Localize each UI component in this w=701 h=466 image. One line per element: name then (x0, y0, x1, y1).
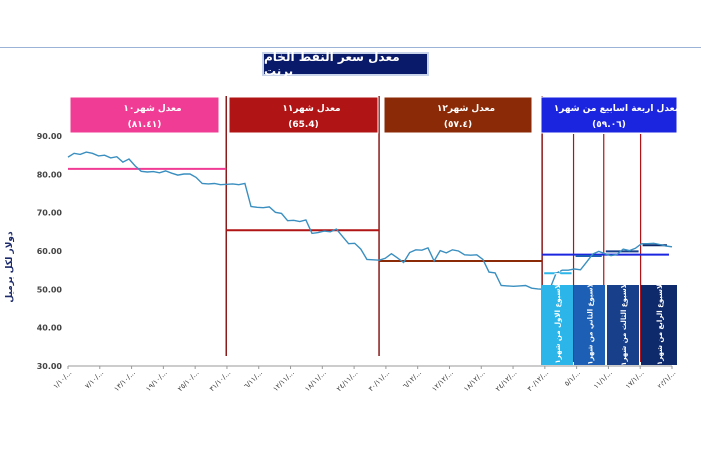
x-tick-label: ٣٠/١٢/... (526, 369, 550, 393)
x-tick-label: ٥/١/... (563, 369, 582, 388)
price-line (67, 151, 673, 291)
x-tick-label: ١٩/١٠/... (144, 369, 168, 393)
weekly-label-box (607, 285, 639, 365)
x-tick-label: ٢٤/١٢/... (494, 369, 518, 393)
x-tick-label: ٣٠/١١/... (367, 369, 391, 393)
x-tick-label: ٧/١٠/... (84, 369, 106, 391)
weekly-label: معدل الاسبوع الرابع من شهر١ (٦١.٥) (656, 261, 664, 390)
x-tick-label: ١٢/١١/... (272, 369, 296, 393)
average-label-box (228, 96, 379, 134)
top-divider (0, 47, 701, 48)
average-label-box (540, 96, 678, 134)
average-value: (٥٩.٠٦) (592, 120, 626, 130)
weekly-label-box (641, 285, 677, 365)
average-label: معدل شهر١١ (282, 104, 340, 114)
average-value: (٨١.٤١) (128, 120, 162, 130)
x-tick-label: ١٨/١١/... (303, 369, 327, 393)
y-tick-label: 50.00 (37, 285, 63, 294)
average-label: معدل شهر١٠ (123, 104, 181, 114)
average-value: (65.4) (288, 120, 318, 130)
x-tick-label: ١٨/١٢/... (462, 369, 486, 393)
y-tick-label: 60.00 (37, 247, 63, 256)
x-tick-label: ١٣/١٠/... (113, 369, 137, 393)
weekly-label: معدل الاسبوع الثالث من شهر١ (٥٩.٩) (620, 260, 628, 390)
weekly-label-box (541, 285, 573, 365)
weekly-label-box (574, 285, 605, 365)
x-tick-label: ٣١/١٠/... (208, 369, 232, 393)
average-label-box (383, 96, 533, 134)
y-tick-label: 90.00 (37, 132, 63, 141)
x-tick-label: ١١/١/... (592, 369, 614, 391)
y-tick-label: 30.00 (37, 362, 63, 371)
chart-title: معدل سعر النفط الخام برنت (262, 50, 429, 78)
weekly-label: معدل الاسبوع الاول من شهر١ (54.2) (554, 260, 562, 390)
x-tick-label: ٢٤/١١/... (335, 369, 359, 393)
y-axis-label: دولار لكل برميل (5, 231, 15, 303)
average-value: (٥٧.٤) (444, 120, 472, 130)
y-tick-label: 70.00 (37, 209, 63, 218)
y-tick-label: 80.00 (37, 170, 63, 179)
x-tick-label: ٢٥/١٠/... (176, 369, 200, 393)
x-tick-label: ٦/١٢/... (401, 369, 423, 391)
x-tick-label: ١/١٠/... (52, 369, 74, 391)
average-label: معدل شهر١٢ (437, 104, 495, 114)
weekly-label: معدل الاسبوع الثاني من شهر١ (58.7) (587, 259, 595, 391)
average-label: معدل اربعة اسابيع من شهر١ (554, 104, 680, 114)
average-label-box (69, 96, 220, 134)
x-tick-label: ٦/١١/... (242, 369, 264, 391)
y-tick-label: 40.00 (37, 324, 63, 333)
x-tick-label: ١٢/١٢/... (431, 369, 455, 393)
